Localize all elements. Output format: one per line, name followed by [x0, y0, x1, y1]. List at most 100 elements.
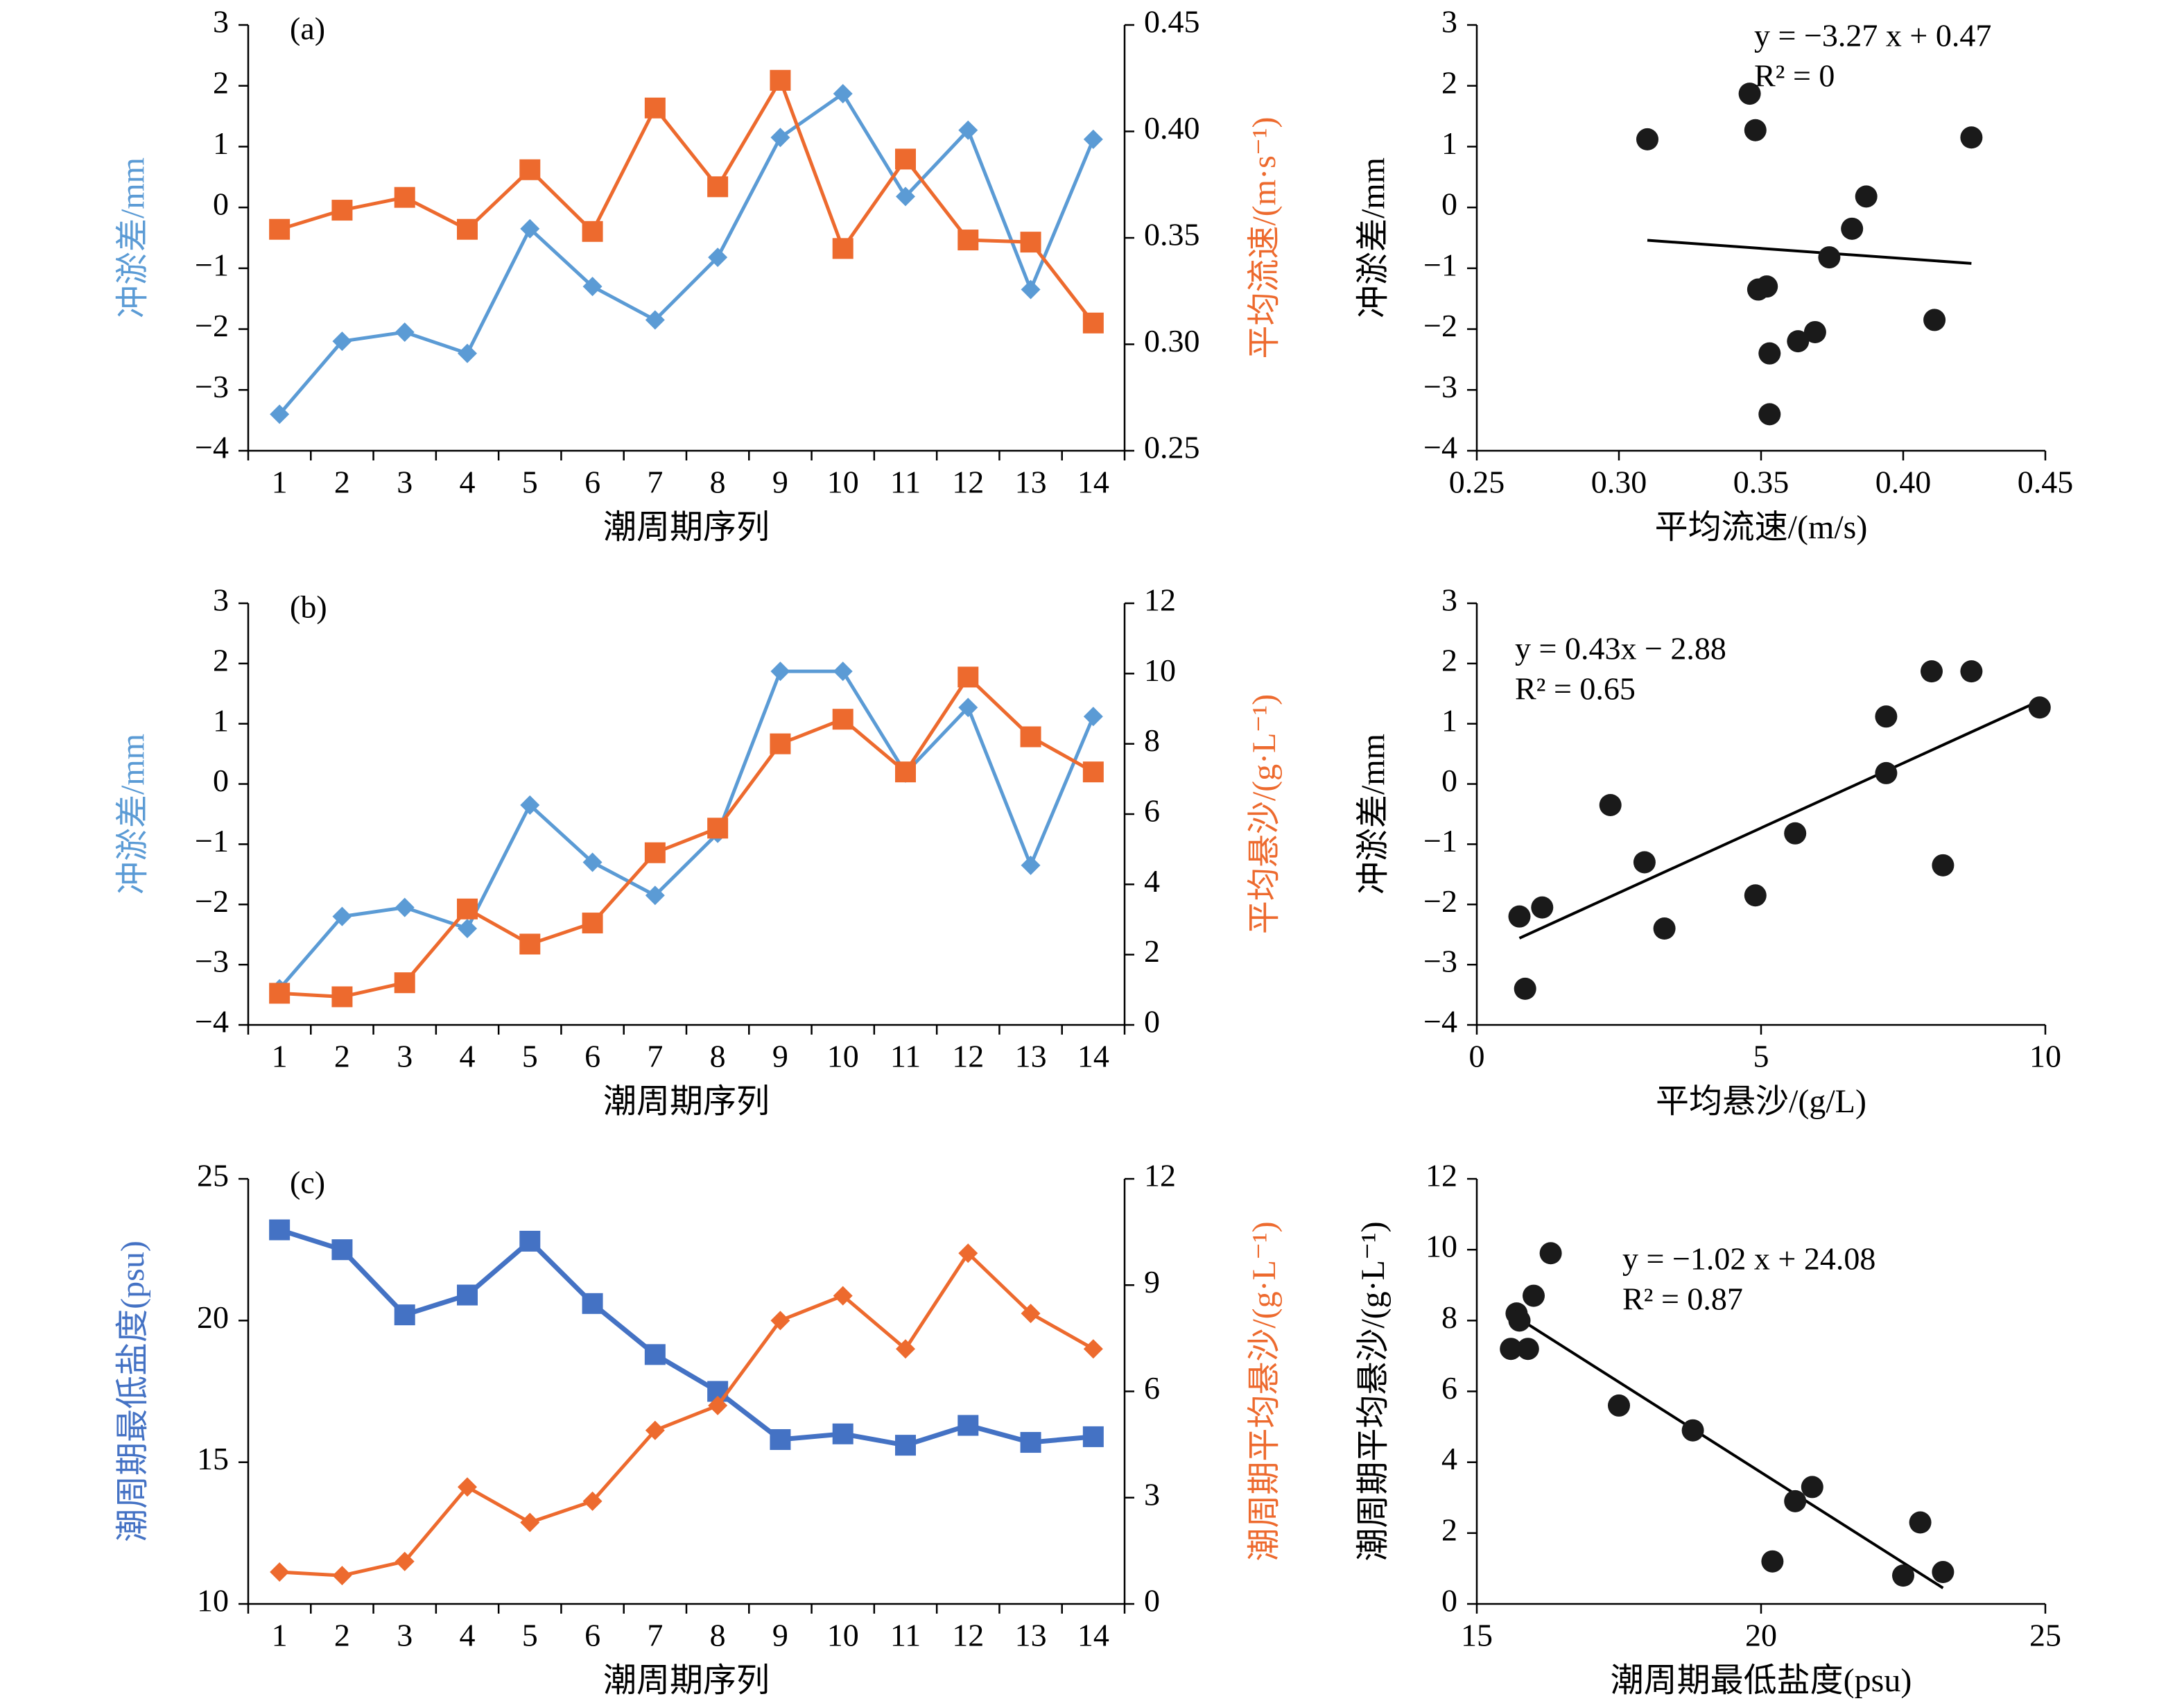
x-tick-label: 5: [522, 1039, 538, 1074]
data-point-diamond: [458, 919, 477, 939]
y-tick-label-left: 3: [213, 582, 229, 618]
y-tick-label: 0: [1441, 1583, 1457, 1618]
data-point-diamond: [958, 1243, 978, 1263]
r-squared: R² = 0.65: [1515, 671, 1636, 707]
x-tick-label: 2: [334, 1039, 350, 1074]
data-point: [1514, 977, 1536, 1000]
x-tick-label: 14: [1077, 465, 1109, 500]
data-point-diamond: [1021, 855, 1041, 875]
y-tick-label: 1: [1441, 126, 1457, 161]
series-line-right: [279, 1251, 1095, 1578]
y-tick-label: 8: [1441, 1300, 1457, 1335]
y-tick-label-right: 4: [1144, 863, 1160, 899]
x-tick-label: 7: [647, 465, 663, 500]
regression-equation: y = 0.43x − 2.88: [1515, 631, 1726, 666]
trend-line: [1647, 239, 1972, 265]
y-tick-label: 2: [1441, 642, 1457, 677]
x-tick-label: 11: [890, 1618, 921, 1653]
data-point-diamond: [1021, 279, 1041, 300]
x-tick-label: 3: [397, 1618, 413, 1653]
y-axis-title-left: 潮周期最低盐度(psu): [114, 1241, 151, 1542]
data-point-square: [269, 1219, 291, 1241]
y-axis-title-right: 潮周期平均悬沙/(g·L⁻¹): [1246, 1221, 1283, 1561]
x-axis-title: 平均悬沙/(g/L): [1656, 1083, 1866, 1120]
data-point: [1909, 1511, 1932, 1534]
data-point: [1508, 1309, 1531, 1332]
data-point-square: [582, 913, 603, 934]
y-tick-label-left: 3: [213, 4, 229, 40]
x-tick-label: 13: [1015, 1039, 1047, 1074]
data-point-diamond: [332, 906, 352, 926]
data-point-diamond: [958, 698, 978, 718]
data-point: [1932, 854, 1955, 877]
x-tick-label: 12: [952, 1618, 984, 1653]
data-point-square: [770, 69, 791, 91]
x-tick-label: 10: [2029, 1039, 2061, 1074]
data-point-square: [770, 733, 791, 754]
x-tick-label: 8: [710, 1618, 726, 1653]
data-point: [1960, 126, 1983, 149]
data-point-diamond: [645, 886, 665, 906]
x-tick-label: 1: [272, 1039, 288, 1074]
x-tick-label: 8: [710, 465, 726, 500]
y-tick-label: −4: [1423, 1004, 1457, 1039]
data-point-square: [582, 221, 603, 242]
data-point-diamond: [833, 662, 853, 682]
x-tick-label: 0.35: [1733, 465, 1789, 500]
data-point-diamond: [1083, 129, 1103, 149]
y-tick-label-left: 25: [197, 1158, 229, 1193]
y-tick-label-left: −3: [195, 369, 229, 404]
x-tick-label: 25: [2029, 1618, 2061, 1653]
data-point: [1744, 884, 1767, 907]
series-line-right: [279, 675, 1095, 999]
x-tick-label: 5: [522, 465, 538, 500]
data-point: [1744, 119, 1767, 141]
data-point: [1738, 83, 1761, 105]
y-tick-label-left: 15: [197, 1441, 229, 1476]
x-tick-label: 1: [272, 465, 288, 500]
data-point: [1761, 1550, 1784, 1573]
series-line-left: [278, 92, 1095, 415]
series-line-left: [279, 1227, 1094, 1448]
data-point-square: [269, 983, 291, 1004]
x-tick-label: 13: [1015, 465, 1047, 500]
trend-line: [1518, 699, 2040, 940]
x-tick-label: 10: [827, 1618, 859, 1653]
data-point-square: [394, 972, 415, 994]
x-tick-label: 0.45: [2018, 465, 2074, 500]
data-point: [1633, 851, 1656, 874]
data-point-square: [770, 1428, 791, 1450]
data-point-diamond: [896, 187, 915, 207]
data-point-square: [269, 218, 291, 240]
trend-line: [1510, 1312, 1944, 1589]
x-tick-label: 3: [397, 465, 413, 500]
data-point-diamond: [896, 1339, 915, 1359]
x-tick-label: 10: [827, 1039, 859, 1074]
x-tick-label: 6: [584, 1039, 600, 1074]
y-tick-label-right: 0: [1144, 1004, 1160, 1039]
data-point-diamond: [395, 322, 415, 342]
y-tick-label-left: 10: [197, 1583, 229, 1618]
data-point-square: [644, 97, 666, 119]
data-point-square: [957, 666, 979, 688]
data-point: [1539, 1242, 1562, 1265]
x-axis-title: 潮周期序列: [603, 1662, 770, 1699]
y-tick-label-right: 0.35: [1144, 217, 1200, 252]
y-tick-label-left: 0: [213, 187, 229, 222]
data-point-square: [457, 898, 478, 919]
series-line-right: [279, 78, 1095, 325]
data-point-square: [331, 1239, 353, 1261]
data-point-diamond: [270, 1562, 290, 1582]
y-tick-label: 4: [1441, 1441, 1457, 1476]
data-point: [1636, 128, 1658, 150]
regression-equation: y = −1.02 x + 24.08: [1622, 1241, 1875, 1277]
data-point-diamond: [270, 404, 290, 424]
data-point: [1932, 1561, 1955, 1584]
y-tick-label: −3: [1423, 369, 1457, 404]
data-point-square: [394, 1304, 415, 1326]
data-point: [1599, 793, 1622, 816]
data-point: [1784, 1490, 1807, 1512]
data-point-square: [582, 1293, 603, 1314]
data-point-diamond: [645, 310, 665, 330]
data-point: [1923, 309, 1946, 331]
